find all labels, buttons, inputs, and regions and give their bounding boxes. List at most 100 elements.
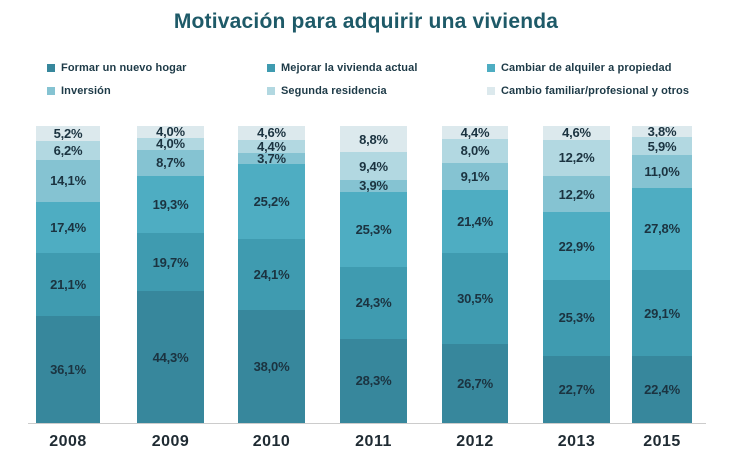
segment-value-label: 28,3% bbox=[355, 373, 392, 389]
segment-2015-series-5: 5,9% bbox=[632, 137, 692, 155]
segment-2010-series-4: 3,7% bbox=[238, 150, 305, 166]
x-axis-tick-label: 2009 bbox=[151, 433, 190, 450]
legend-swatch-icon bbox=[267, 87, 275, 95]
legend-item-6: Cambio familiar/profesional y otros bbox=[487, 85, 707, 97]
segment-2010-series-5: 4,4% bbox=[238, 138, 305, 154]
segment-2008-series-3: 17,4% bbox=[36, 201, 100, 254]
segment-2013-series-6: 4,6% bbox=[543, 126, 610, 140]
segment-2013-series-2: 25,3% bbox=[543, 280, 610, 356]
plot-area: 36,1% 21,1% 17,4% 14,1% 6,2% 5,2% 44,3% 19,7% 19… bbox=[0, 124, 732, 424]
segment-value-label: 17,4% bbox=[50, 219, 86, 235]
legend-item-4: Inversión bbox=[47, 85, 267, 97]
segment-value-label: 21,4% bbox=[457, 214, 493, 230]
segment-value-label: 4,0% bbox=[156, 124, 185, 140]
segment-value-label: 12,2% bbox=[558, 150, 595, 166]
segment-2010-series-6: 4,6% bbox=[238, 126, 305, 140]
bar-2010: 38,0% 24,1% 25,2% 3,7% 4,4% 4,6% bbox=[238, 126, 305, 423]
segment-value-label: 5,2% bbox=[53, 126, 83, 142]
x-axis-line bbox=[28, 423, 706, 424]
segment-2015-series-6: 3,8% bbox=[632, 124, 692, 140]
segment-value-label: 11,0% bbox=[644, 163, 680, 179]
legend-swatch-icon bbox=[487, 64, 495, 72]
x-axis-tick-label: 2012 bbox=[456, 433, 494, 450]
segment-2009-series-5: 4,0% bbox=[137, 137, 204, 150]
segment-value-label: 26,7% bbox=[457, 375, 493, 391]
segment-2008-series-4: 14,1% bbox=[36, 159, 100, 202]
segment-value-label: 6,2% bbox=[53, 143, 83, 159]
segment-value-label: 3,7% bbox=[257, 150, 286, 166]
legend-swatch-icon bbox=[267, 64, 275, 72]
segment-2009-series-6: 4,0% bbox=[137, 124, 204, 140]
segment-2009-series-3: 19,3% bbox=[137, 175, 204, 233]
segment-value-label: 25,3% bbox=[355, 221, 392, 237]
segment-2012-series-6: 4,4% bbox=[442, 125, 508, 141]
segment-value-label: 8,7% bbox=[156, 155, 185, 171]
segment-value-label: 25,2% bbox=[253, 193, 290, 209]
segment-2009-series-1: 44,3% bbox=[137, 291, 204, 423]
segment-value-label: 29,1% bbox=[644, 305, 680, 321]
segment-2012-series-5: 8,0% bbox=[442, 139, 508, 163]
segment-value-label: 3,9% bbox=[359, 178, 388, 194]
segment-value-label: 21,1% bbox=[50, 277, 86, 293]
bar-2009: 44,3% 19,7% 19,3% 8,7% 4,0% 4,0% bbox=[137, 124, 204, 423]
segment-value-label: 4,4% bbox=[257, 138, 286, 154]
legend-item-2: Mejorar la vivienda actual bbox=[267, 62, 487, 74]
segment-value-label: 12,2% bbox=[558, 186, 595, 202]
segment-2010-series-1: 38,0% bbox=[238, 310, 305, 423]
segment-value-label: 5,9% bbox=[647, 138, 677, 154]
bar-2011: 28,3% 24,3% 25,3% 3,9% 9,4% 8,8% bbox=[340, 126, 407, 423]
segment-2012-series-2: 30,5% bbox=[442, 253, 508, 344]
segment-value-label: 9,1% bbox=[460, 168, 490, 184]
segment-2012-series-1: 26,7% bbox=[442, 343, 508, 423]
segment-2013-series-4: 12,2% bbox=[543, 175, 610, 213]
chart-legend: Formar un nuevo hogar Mejorar la vivienda… bbox=[47, 62, 707, 97]
segment-2015-series-4: 11,0% bbox=[632, 154, 692, 188]
legend-item-1: Formar un nuevo hogar bbox=[47, 62, 267, 74]
segment-value-label: 4,6% bbox=[257, 125, 286, 141]
segment-2013-series-3: 22,9% bbox=[543, 212, 610, 281]
segment-2011-series-4: 3,9% bbox=[340, 178, 407, 194]
segment-2011-series-5: 9,4% bbox=[340, 152, 407, 181]
segment-value-label: 14,1% bbox=[50, 173, 86, 189]
segment-2011-series-3: 25,3% bbox=[340, 191, 407, 267]
legend-item-label: Segunda residencia bbox=[281, 85, 387, 97]
bar-2012: 26,7% 30,5% 21,4% 9,1% 8,0% 4,4% bbox=[442, 126, 508, 423]
segment-2010-series-3: 25,2% bbox=[238, 163, 305, 239]
segment-2015-series-3: 27,8% bbox=[632, 187, 692, 271]
segment-value-label: 36,1% bbox=[50, 361, 86, 377]
x-axis-tick-label: 2013 bbox=[557, 433, 596, 450]
bar-2013: 22,7% 25,3% 22,9% 12,2% 12,2% 4,6% bbox=[543, 126, 610, 423]
segment-value-label: 25,3% bbox=[558, 310, 595, 326]
segment-2009-series-2: 19,7% bbox=[137, 232, 204, 292]
segment-2009-series-4: 8,7% bbox=[137, 149, 204, 176]
segment-value-label: 4,4% bbox=[460, 125, 490, 141]
segment-2011-series-6: 8,8% bbox=[340, 126, 407, 153]
bar-2015: 22,4% 29,1% 27,8% 11,0% 5,9% 3,8% bbox=[632, 124, 692, 423]
legend-item-5: Segunda residencia bbox=[267, 85, 487, 97]
x-axis-tick-label: 2010 bbox=[252, 433, 291, 450]
segment-value-label: 24,3% bbox=[355, 295, 392, 311]
segment-value-label: 44,3% bbox=[152, 349, 189, 365]
bar-2008: 36,1% 21,1% 17,4% 14,1% 6,2% 5,2% bbox=[36, 126, 100, 423]
segment-value-label: 3,8% bbox=[647, 124, 677, 140]
segment-2008-series-2: 21,1% bbox=[36, 253, 100, 316]
legend-swatch-icon bbox=[47, 87, 55, 95]
legend-item-label: Inversión bbox=[61, 85, 111, 97]
x-axis-tick-label: 2015 bbox=[643, 433, 681, 450]
chart-title: Motivación para adquirir una vivienda bbox=[173, 10, 559, 33]
segment-value-label: 24,1% bbox=[253, 266, 290, 282]
segment-2008-series-6: 5,2% bbox=[36, 126, 100, 142]
legend-item-3: Cambiar de alquiler a propiedad bbox=[487, 62, 707, 74]
segment-2012-series-4: 9,1% bbox=[442, 162, 508, 190]
segment-value-label: 9,4% bbox=[359, 158, 388, 174]
segment-value-label: 27,8% bbox=[644, 221, 680, 237]
segment-value-label: 30,5% bbox=[457, 291, 493, 307]
segment-value-label: 19,7% bbox=[152, 254, 189, 270]
segment-2013-series-1: 22,7% bbox=[543, 355, 610, 423]
segment-2012-series-3: 21,4% bbox=[442, 189, 508, 254]
segment-2008-series-1: 36,1% bbox=[36, 315, 100, 423]
segment-2008-series-5: 6,2% bbox=[36, 141, 100, 160]
segment-2011-series-1: 28,3% bbox=[340, 338, 407, 423]
segment-value-label: 8,0% bbox=[460, 143, 490, 159]
